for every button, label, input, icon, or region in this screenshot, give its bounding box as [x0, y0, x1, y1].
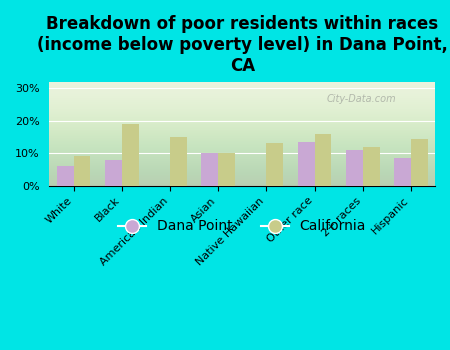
Bar: [105, 160, 122, 186]
Bar: [363, 147, 380, 186]
Bar: [57, 166, 73, 186]
Legend: Dana Point, California: Dana Point, California: [113, 214, 372, 239]
Bar: [122, 124, 139, 186]
Bar: [73, 156, 90, 186]
Bar: [170, 137, 187, 186]
Bar: [297, 142, 315, 186]
Bar: [218, 153, 235, 186]
Text: City-Data.com: City-Data.com: [327, 94, 397, 104]
Bar: [315, 134, 331, 186]
Bar: [411, 139, 428, 186]
Bar: [201, 153, 218, 186]
Title: Breakdown of poor residents within races
(income below poverty level) in Dana Po: Breakdown of poor residents within races…: [37, 15, 448, 75]
Bar: [346, 150, 363, 186]
Bar: [266, 144, 283, 186]
Bar: [394, 158, 411, 186]
